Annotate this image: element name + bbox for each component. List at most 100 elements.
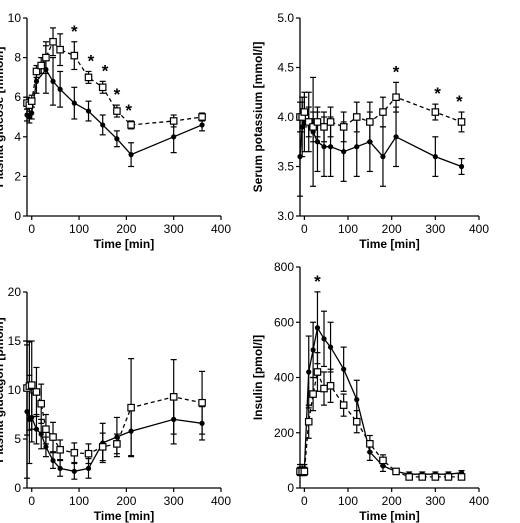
data-point-square: [49, 433, 57, 441]
data-point-square: [198, 398, 206, 407]
data-point-square: [127, 121, 135, 129]
series-solid-filled: [24, 344, 206, 480]
data-point-dot: [26, 114, 32, 120]
data-point-dot: [50, 457, 56, 464]
data-point-square: [304, 118, 313, 126]
data-point-square: [49, 37, 57, 46]
x-tick-label: 100: [338, 222, 358, 236]
data-point-dot: [171, 134, 177, 140]
x-tick-label: 400: [211, 494, 231, 508]
data-point-square: [169, 393, 178, 401]
data-point-square: [457, 118, 466, 126]
data-point-dot: [71, 468, 77, 474]
y-tick-label: 400: [274, 371, 294, 385]
data-point-square: [32, 388, 41, 396]
data-point-square: [444, 473, 453, 481]
data-point-dot: [341, 366, 347, 372]
data-point-square: [309, 123, 317, 131]
data-point-dot: [199, 122, 205, 128]
data-point-dot: [71, 100, 77, 106]
y-tick-label: 5.0: [277, 11, 294, 25]
x-tick-label: 300: [425, 494, 445, 508]
data-point-square: [56, 45, 64, 54]
series-line: [26, 40, 203, 126]
data-point-dot: [327, 144, 334, 150]
x-tick-label: 400: [211, 222, 231, 236]
data-point-square: [127, 403, 135, 412]
significance-star: *: [456, 92, 463, 111]
y-tick-label: 20: [8, 285, 22, 299]
y-axis-label: Serum potassium [mmol/l]: [251, 42, 265, 193]
data-point-square: [169, 117, 178, 125]
data-point-square: [42, 53, 50, 62]
chart-panel-insulin: 0 200 400 600 800 0 100 200 300 400 Time [min] Insu…: [251, 260, 489, 523]
data-point-square: [366, 440, 374, 448]
y-tick-label: 0: [287, 481, 294, 495]
data-point-square: [320, 123, 328, 131]
data-point-dot: [327, 344, 334, 350]
data-point-square: [113, 440, 121, 448]
series-solid-filled: [297, 291, 465, 477]
data-point-square: [98, 83, 107, 92]
data-point-dot: [321, 336, 327, 342]
x-tick-label: 300: [425, 222, 445, 236]
data-point-dot: [393, 134, 399, 140]
data-point-square: [392, 467, 400, 476]
x-tick-label: 0: [28, 494, 35, 508]
y-tick-label: 2: [14, 169, 21, 183]
y-tick-label: 800: [274, 260, 294, 274]
data-point-dot: [380, 154, 386, 160]
data-point-square: [37, 399, 45, 408]
data-point-square: [70, 448, 79, 457]
x-tick-label: 0: [28, 222, 35, 236]
y-tick-label: 200: [274, 426, 294, 440]
data-point-square: [418, 473, 427, 481]
chart-panel-potassium: 3.0 3.5 4.0 4.5 5.0 0 100 200 300 400 Time [min] Se…: [251, 11, 489, 251]
data-point-square: [300, 108, 309, 116]
data-point-square: [304, 417, 313, 426]
significance-star: *: [71, 22, 78, 41]
data-point-square: [42, 425, 50, 434]
y-tick-label: 3.0: [277, 209, 294, 223]
x-axis-label: Time [min]: [359, 509, 419, 523]
data-point-square: [309, 390, 317, 398]
data-point-dot: [29, 110, 35, 116]
x-tick-label: 100: [338, 494, 358, 508]
x-tick-label: 400: [469, 494, 489, 508]
x-tick-label: 100: [69, 494, 89, 508]
data-point-square: [98, 443, 107, 451]
data-point-dot: [57, 86, 63, 92]
data-point-dot: [114, 136, 120, 142]
x-tick-label: 200: [382, 494, 402, 508]
x-tick-label: 200: [116, 222, 136, 236]
data-point-dot: [321, 144, 327, 150]
data-point-square: [326, 118, 335, 126]
data-point-dot: [85, 465, 92, 471]
data-point-square: [113, 107, 121, 115]
x-axis-label: Time [min]: [94, 237, 154, 251]
significance-star: *: [125, 101, 132, 120]
significance-star: *: [102, 61, 109, 80]
y-tick-label: 0: [14, 481, 21, 495]
data-point-square: [352, 113, 361, 121]
data-point-dot: [100, 122, 106, 128]
data-point-dot: [314, 325, 321, 331]
data-point-dot: [85, 108, 92, 114]
data-point-square: [405, 473, 413, 481]
data-point-square: [313, 118, 322, 126]
significance-star: *: [114, 85, 121, 104]
y-axis-label: Plasma glucagon [pmol/l]: [0, 317, 6, 462]
y-tick-label: 10: [8, 11, 22, 25]
significance-star: *: [393, 62, 400, 81]
data-point-dot: [314, 139, 321, 145]
y-tick-label: 600: [274, 315, 294, 329]
y-tick-label: 4: [14, 130, 21, 144]
data-point-square: [339, 123, 348, 131]
x-tick-label: 200: [382, 222, 402, 236]
data-point-square: [313, 368, 322, 376]
data-point-dot: [57, 465, 63, 471]
series-dashed-open: [23, 27, 206, 130]
data-point-square: [352, 417, 361, 426]
significance-star: *: [314, 272, 321, 291]
